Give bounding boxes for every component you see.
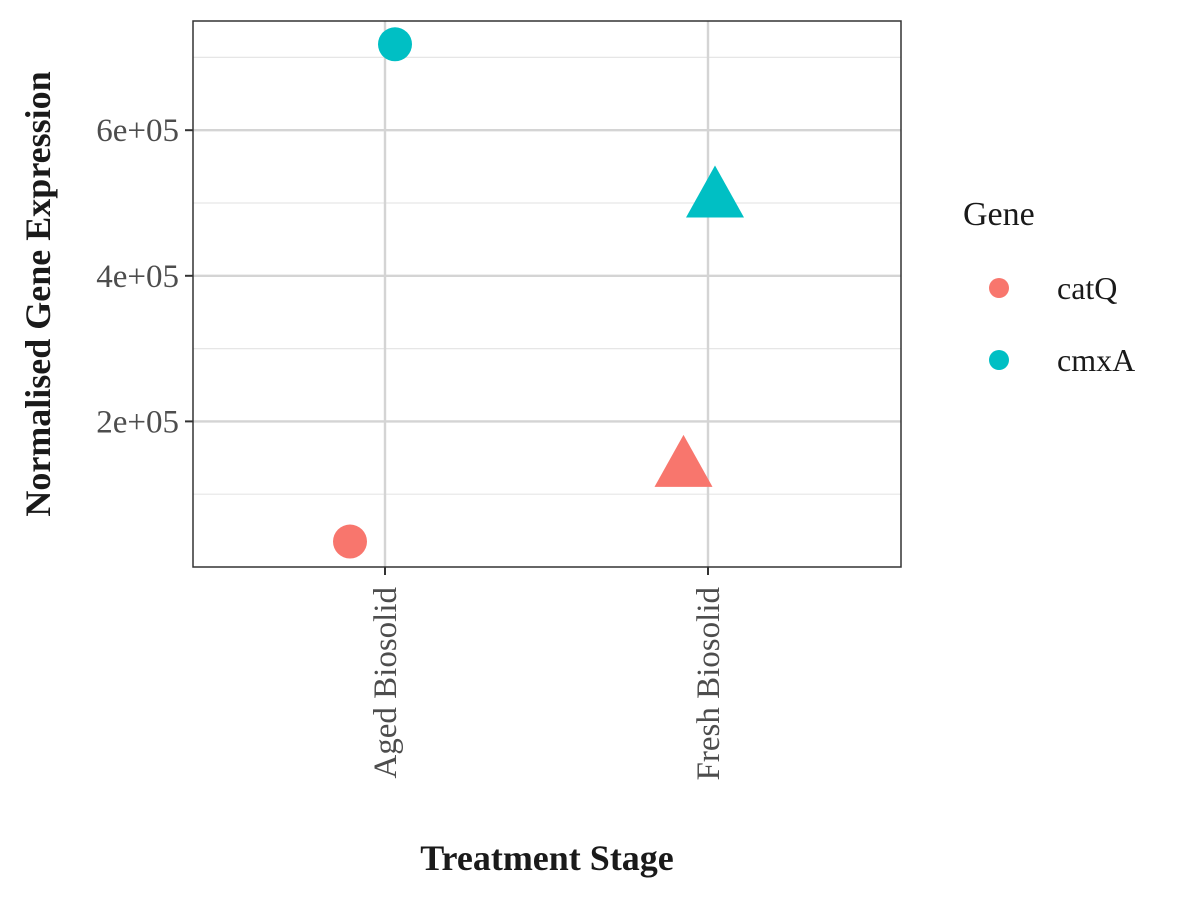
data-point-cmxA [378, 27, 412, 62]
y-tick-label: 4e+05 [96, 259, 179, 295]
legend: Gene catQ cmxA [963, 196, 1135, 378]
x-axis-title: Treatment Stage [420, 838, 674, 878]
axes: 2e+05 4e+05 6e+05 Aged Biosolid Fresh Biosol… [96, 113, 727, 780]
panel-border [192, 20, 902, 568]
data-point-catQ [654, 434, 713, 487]
legend-title: Gene [963, 196, 1035, 233]
data-point-cmxA [686, 165, 744, 218]
y-tick-label: 2e+05 [96, 404, 179, 440]
y-axis-title: Normalised Gene Expression [18, 71, 58, 516]
y-tick-label: 6e+05 [96, 113, 179, 149]
legend-label-catQ: catQ [1057, 270, 1117, 306]
legend-key-cmxA [989, 350, 1009, 370]
data-point-catQ [333, 524, 367, 559]
gridlines [193, 21, 901, 567]
x-tick-label: Fresh Biosolid [691, 587, 727, 781]
data-points [333, 27, 744, 559]
x-tick-label: Aged Biosolid [368, 587, 404, 779]
legend-label-cmxA: cmxA [1057, 342, 1135, 378]
panel-background [193, 21, 901, 567]
legend-key-catQ [989, 278, 1009, 298]
